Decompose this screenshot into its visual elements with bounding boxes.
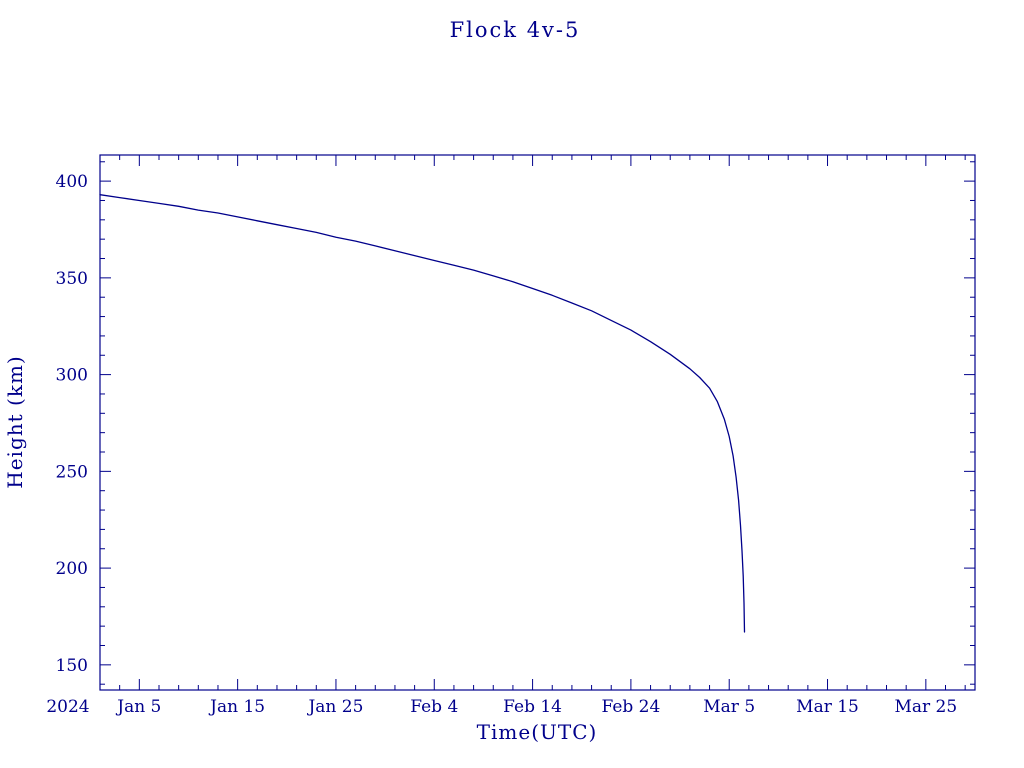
plot-frame <box>99 154 976 691</box>
x-tick-label: Mar 25 <box>894 697 957 717</box>
y-axis-title: Height (km) <box>3 355 27 488</box>
x-axis-title: Time(UTC) <box>477 720 598 744</box>
y-tick-label: 300 <box>56 366 88 386</box>
y-tick-label: 400 <box>56 172 88 192</box>
y-tick-label: 200 <box>56 559 88 579</box>
y-tick-label: 350 <box>56 269 88 289</box>
y-tick-label: 250 <box>56 462 88 482</box>
x-tick-label: Feb 24 <box>601 697 660 717</box>
x-tick-label: Feb 14 <box>503 697 562 717</box>
x-axis-year-label: 2024 <box>46 697 89 717</box>
x-tick-label: Jan 15 <box>208 697 265 717</box>
x-tick-label: Mar 15 <box>796 697 859 717</box>
x-tick-label: Mar 5 <box>703 697 755 717</box>
x-tick-label: Jan 25 <box>306 697 363 717</box>
height-curve <box>99 194 746 633</box>
x-tick-label: Jan 5 <box>115 697 161 717</box>
x-tick-label: Feb 4 <box>410 697 458 717</box>
chart-title: Flock 4v-5 <box>450 18 581 42</box>
y-tick-label: 150 <box>56 656 88 676</box>
plot-area: Jan 5 Jan 15 Jan 25 Feb 4 Feb 14 Feb 24 Mar 5 M… <box>46 154 976 717</box>
